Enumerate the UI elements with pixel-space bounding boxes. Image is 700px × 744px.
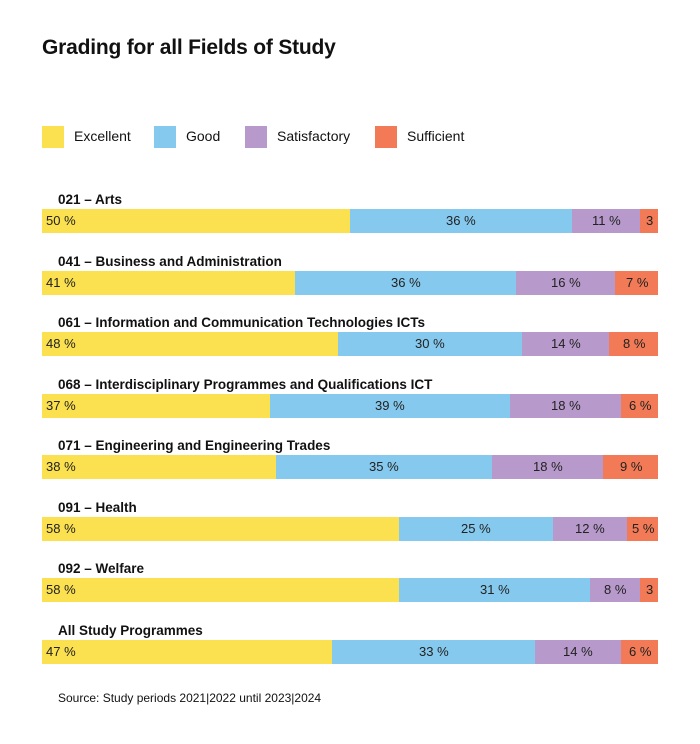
stacked-bar: 41 % 36 % 16 % 7 %	[42, 271, 658, 295]
data-label: 37 %	[46, 398, 76, 413]
bar-segment-sufficient: 5 %	[627, 517, 658, 541]
source-note: Source: Study periods 2021|2022 until 20…	[58, 691, 322, 705]
bar-segment-sufficient: 8 %	[609, 332, 658, 356]
stacked-bar: 58 % 31 % 8 % 3	[42, 578, 658, 602]
data-label: 14 %	[551, 336, 581, 351]
bar-segment-excellent: 41 %	[42, 271, 295, 295]
legend-swatch-good	[154, 126, 176, 148]
category-label: 021 – Arts	[58, 192, 123, 207]
data-label: 58 %	[46, 582, 76, 597]
data-label: 30 %	[415, 336, 445, 351]
data-label: 14 %	[563, 644, 593, 659]
bar-segment-satisfactory: 14 %	[522, 332, 609, 356]
category-label: 061 – Information and Communication Tech…	[58, 315, 426, 330]
data-label: 6 %	[629, 398, 652, 413]
category-label: 071 – Engineering and Engineering Trades	[58, 438, 331, 453]
data-label: 8 %	[623, 336, 646, 351]
bar-segment-excellent: 47 %	[42, 640, 332, 664]
data-label: 18 %	[533, 459, 563, 474]
bar-segment-good: 31 %	[399, 578, 590, 602]
bar-segment-good: 36 %	[295, 271, 516, 295]
bar-segment-excellent: 58 %	[42, 517, 399, 541]
bar-segment-satisfactory: 18 %	[492, 455, 603, 479]
bar-segment-sufficient: 7 %	[615, 271, 658, 295]
data-label: 25 %	[461, 521, 491, 536]
stacked-bar: 38 % 35 % 18 % 9 %	[42, 455, 658, 479]
legend-label-good: Good	[186, 128, 221, 144]
stacked-bar: 50 % 36 % 11 % 3	[42, 209, 658, 233]
data-label: 31 %	[480, 582, 510, 597]
bar-segment-satisfactory: 11 %	[572, 209, 640, 233]
bar-segment-good: 30 %	[338, 332, 522, 356]
bar-segment-sufficient: 9 %	[603, 455, 658, 479]
legend-swatch-excellent	[42, 126, 64, 148]
stacked-bar: 47 % 33 % 14 % 6 %	[42, 640, 658, 664]
bar-segment-good: 35 %	[276, 455, 492, 479]
stacked-bar: 58 % 25 % 12 % 5 %	[42, 517, 658, 541]
bar-segment-good: 25 %	[399, 517, 553, 541]
bar-segment-excellent: 48 %	[42, 332, 338, 356]
bar-segment-sufficient: 6 %	[621, 394, 658, 418]
legend-label-sufficient: Sufficient	[407, 128, 465, 144]
data-label: 47 %	[46, 644, 76, 659]
data-label: 6 %	[629, 644, 652, 659]
bar-segment-good: 33 %	[332, 640, 535, 664]
chart-title: Grading for all Fields of Study	[42, 36, 336, 59]
data-label: 16 %	[551, 275, 581, 290]
category-label: 092 – Welfare	[58, 561, 145, 576]
bar-segment-satisfactory: 8 %	[590, 578, 640, 602]
bar-segment-satisfactory: 16 %	[516, 271, 615, 295]
category-label: All Study Programmes	[58, 623, 203, 638]
bar-segment-good: 39 %	[270, 394, 510, 418]
bar-segment-excellent: 50 %	[42, 209, 350, 233]
data-label: 36 %	[391, 275, 421, 290]
data-label: 38 %	[46, 459, 76, 474]
data-label: 7 %	[626, 275, 649, 290]
data-label: 18 %	[551, 398, 581, 413]
bar-segment-excellent: 58 %	[42, 578, 399, 602]
legend-swatch-sufficient	[375, 126, 397, 148]
data-label: 50 %	[46, 213, 76, 228]
data-label: 33 %	[419, 644, 449, 659]
category-label: 091 – Health	[58, 500, 137, 515]
legend-label-satisfactory: Satisfactory	[277, 128, 351, 144]
legend-swatch-satisfactory	[245, 126, 267, 148]
bar-segment-excellent: 38 %	[42, 455, 276, 479]
category-label: 068 – Interdisciplinary Programmes and Q…	[58, 377, 433, 392]
data-label: 8 %	[604, 582, 627, 597]
data-label: 48 %	[46, 336, 76, 351]
data-label: 39 %	[375, 398, 405, 413]
stacked-bar: 48 % 30 % 14 % 8 %	[42, 332, 658, 356]
bar-segment-good: 36 %	[350, 209, 572, 233]
data-label: 9 %	[620, 459, 643, 474]
bar-segment-satisfactory: 12 %	[553, 517, 627, 541]
data-label: 58 %	[46, 521, 76, 536]
data-label: 11 %	[592, 213, 621, 228]
data-label: 3	[646, 582, 654, 597]
bar-segment-sufficient: 6 %	[621, 640, 658, 664]
bar-segment-excellent: 37 %	[42, 394, 270, 418]
data-label: 3	[646, 213, 654, 228]
bar-segment-sufficient: 3	[640, 578, 658, 602]
stacked-bar: 37 % 39 % 18 % 6 %	[42, 394, 658, 418]
data-label: 35 %	[369, 459, 399, 474]
data-label: 12 %	[575, 521, 605, 536]
data-label: 36 %	[446, 213, 476, 228]
legend-label-excellent: Excellent	[74, 128, 131, 144]
bar-segment-satisfactory: 14 %	[535, 640, 621, 664]
bar-segment-satisfactory: 18 %	[510, 394, 621, 418]
data-label: 5 %	[632, 521, 655, 536]
data-label: 41 %	[46, 275, 76, 290]
bar-segment-sufficient: 3	[640, 209, 658, 233]
category-label: 041 – Business and Administration	[58, 254, 282, 269]
